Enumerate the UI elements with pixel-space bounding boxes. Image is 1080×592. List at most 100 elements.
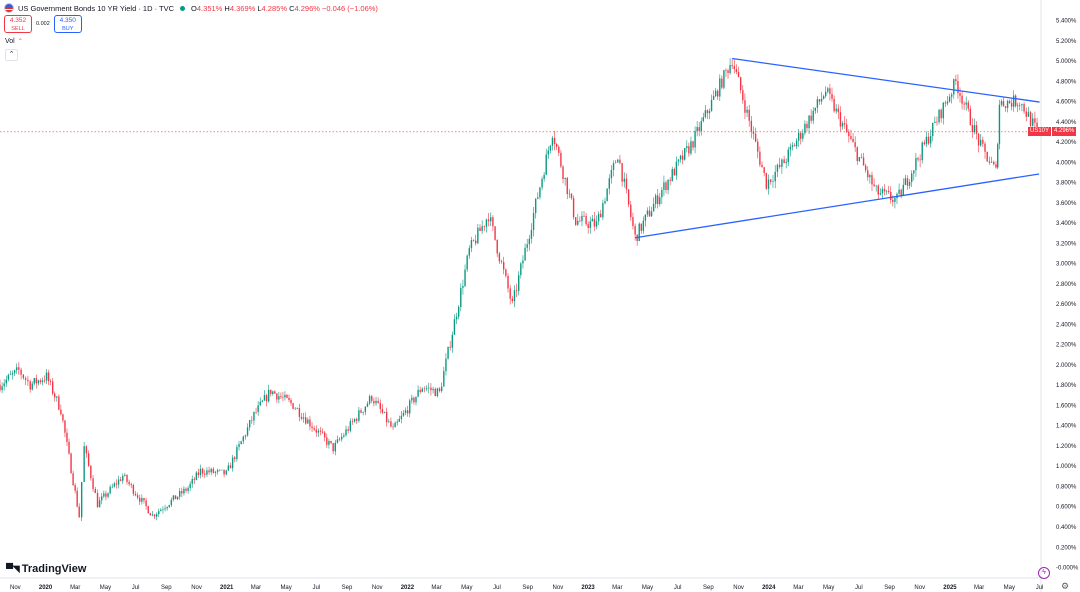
candle-body [797,132,800,141]
buy-button[interactable]: 4.350 BUY [53,15,82,33]
candle-body [27,379,29,382]
candle-body [18,367,20,370]
candle-body [282,397,284,398]
candle-body [0,384,1,391]
candle-body [298,408,301,417]
candle-body [913,170,915,174]
candle-body [547,150,549,155]
candle-body [483,226,485,227]
candle-body [867,170,869,178]
x-tick-label: Sep [522,585,533,591]
y-tick-label: 3.400% [1056,221,1077,227]
candle-body [515,290,518,291]
candle-body [432,388,434,391]
candle-body [761,164,763,168]
candle-body [688,146,690,154]
candle-body [445,358,447,372]
candle-body [423,388,426,390]
symbol-title[interactable]: US Government Bonds 10 YR Yield · 1D · T… [18,3,175,13]
candle-body [255,411,257,413]
candle-body [58,396,60,410]
candle-body [274,391,276,394]
volume-legend[interactable]: Vol ⌃ [5,38,23,45]
sell-button[interactable]: 4.352 SELL [4,15,32,33]
candle-body [366,403,369,407]
candle-body [122,475,124,481]
candle-body [383,411,386,413]
candle-body [347,429,349,431]
candle-body [824,91,827,97]
candle-body [820,98,823,102]
candle-body [204,473,206,475]
candle-body [776,164,779,172]
x-tick-label: Sep [703,585,714,591]
candle-body [60,409,62,415]
candle-body [136,495,139,498]
y-tick-label: 4.000% [1056,160,1077,166]
eye-icon[interactable]: ⌃ [17,39,23,45]
candle-body [45,372,48,381]
candle-body [470,240,473,249]
candle-body [349,421,352,431]
symbol-price-tag: US10Y [1028,127,1052,136]
candle-body [654,195,657,204]
candle-body [593,218,596,227]
candle-body [103,493,105,497]
candle-body [900,189,902,196]
candle-body [812,110,814,121]
candle-body [1000,101,1003,105]
x-tick-label: 2021 [220,585,234,591]
candle-body [955,79,957,81]
candle-body [92,478,94,490]
candle-body [520,263,522,276]
candle-body [141,497,143,502]
candle-body [197,472,200,476]
candle-body [111,486,113,488]
candle-body [526,244,528,248]
market-status-dot [180,5,186,11]
y-tick-label: 0.800% [1056,484,1077,490]
candle-body [600,213,602,218]
candle-body [959,93,961,96]
candle-body [950,94,953,97]
x-tick-label: Jul [1036,585,1044,591]
candle-body [428,387,430,389]
tradingview-logo[interactable]: ▀◥ TradingView [6,563,86,575]
candle-body [869,175,871,178]
candle-body [562,166,564,179]
candle-body [568,193,571,195]
candle-body [481,226,483,232]
candle-body [543,174,545,179]
candle-body [923,142,926,145]
candle-body [434,388,436,397]
candle-body [379,403,381,409]
y-tick-label: 2.000% [1056,363,1077,369]
x-tick-label: Jul [855,585,863,591]
candle-body [1014,95,1017,107]
candle-body [767,179,770,189]
y-tick-label: 5.000% [1056,59,1077,65]
candle-body [712,95,715,100]
candle-body [394,422,396,428]
close-value: 4.296% [294,3,320,13]
candle-body [270,389,272,395]
candle-body [522,260,524,264]
candle-body [808,115,810,129]
candle-body [68,441,70,454]
candle-body [723,70,725,88]
candle-body [781,159,783,167]
candle-body [692,141,694,148]
candle-body [343,435,345,437]
candle-body [319,430,322,432]
candle-body [362,411,364,413]
candle-body [1029,112,1032,126]
gear-icon[interactable]: ⚙ [1061,581,1070,591]
lightning-icon[interactable]: ϟ [1038,567,1050,579]
candle-body [757,141,759,152]
candle-body [330,440,332,444]
candle-body [231,457,234,469]
candle-body [940,109,942,119]
chevron-up-icon[interactable]: ⌃ [5,49,18,61]
candle-body [640,223,642,231]
